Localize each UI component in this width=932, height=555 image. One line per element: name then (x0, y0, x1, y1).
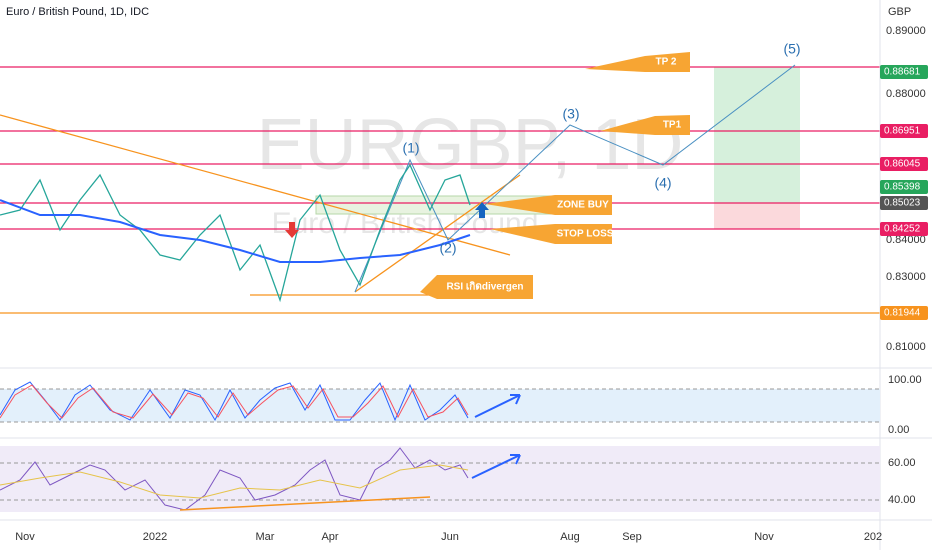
levels (0, 66, 880, 314)
price-tag-bg (880, 157, 928, 171)
callout-text: RSI เกิดdivergen (446, 281, 523, 293)
callout (585, 52, 690, 72)
price-tag: 0.81944 (880, 306, 928, 320)
profit-zone (714, 67, 800, 203)
price-tag-label: 0.86045 (884, 159, 921, 170)
divergence-line (179, 496, 431, 511)
time-axis-label: 202 (864, 531, 882, 543)
rsi-arrowhead (510, 454, 521, 465)
rsi-arrow (471, 454, 521, 479)
wave-label: (1) (402, 140, 419, 156)
price-tag: 0.86045 (880, 157, 928, 171)
time-axis-label: Apr (321, 531, 338, 543)
price-axis-label: 0.88000 (886, 88, 926, 100)
watermark-symbol: EURGBP, 1D (257, 105, 684, 185)
price-tag-label: 0.85398 (884, 182, 921, 193)
rsi-axis-label: 40.00 (888, 494, 916, 506)
rsi-axis-label: 60.00 (888, 457, 916, 469)
callout (420, 275, 533, 299)
stoch-arrowhead (510, 394, 521, 405)
price-tag-bg (880, 124, 928, 138)
time-axis-label: Jun (441, 531, 459, 543)
wave-labels: (1) (2) (3) (4) (5) (402, 41, 800, 256)
wave-label: (2) (439, 240, 456, 256)
sell-arrow (285, 222, 299, 238)
price-tag-label: 0.88681 (884, 67, 921, 78)
rsi-ma (0, 464, 469, 499)
price-tag: 0.86951 (880, 124, 928, 138)
price-tag: 0.84252 (880, 222, 928, 236)
price-tag-bg (880, 222, 928, 236)
wave-path (354, 64, 796, 293)
time-axis-label: 2022 (143, 531, 167, 543)
buy-arrow (475, 202, 489, 218)
price-axis-label: 0.89000 (886, 25, 926, 37)
callout (490, 224, 612, 244)
price-axis-label: 0.84000 (886, 234, 926, 246)
callout (600, 115, 690, 135)
chart-header: Euro / British Pound, 1D, IDC (6, 6, 149, 18)
price-tag-bg (880, 180, 928, 194)
rsi-band (0, 446, 880, 512)
callout-text: STOP LOSS (557, 229, 614, 240)
trendline (354, 174, 521, 293)
wave-label: (4) (654, 175, 671, 191)
price-tag-label: 0.84252 (884, 224, 921, 235)
time-axis-label: Sep (622, 531, 642, 543)
price-line (0, 163, 471, 303)
price-axis-label: 0.83000 (886, 271, 926, 283)
moving-average (0, 199, 471, 263)
time-axis-label: Mar (256, 531, 275, 543)
wave-label: (3) (562, 106, 579, 122)
price-tag: 0.88681 (880, 65, 928, 79)
stoch-d (0, 384, 469, 419)
stoch-arrow (474, 394, 521, 418)
time-axis-label: Aug (560, 531, 580, 543)
callout-text: TP1 (663, 120, 682, 131)
price-tag-label: 0.86951 (884, 126, 921, 137)
stoch-k (0, 381, 469, 422)
callout (485, 195, 612, 215)
rsi-line (0, 447, 469, 511)
loss-zone (714, 203, 800, 229)
price-tag-label: 0.85023 (884, 198, 921, 209)
time-axis-label: Nov (15, 531, 35, 543)
price-axis-label: 0.81000 (886, 341, 926, 353)
price-tag-bg (880, 196, 928, 210)
stoch-axis-label: 0.00 (888, 424, 909, 436)
callout-text: ZONE BUY (557, 200, 609, 211)
price-tag-label: 0.81944 (884, 308, 921, 319)
stoch-axis-label: 100.00 (888, 374, 922, 386)
time-axis-label: Nov (754, 531, 774, 543)
callout-text: TP 2 (656, 57, 677, 68)
price-tag: 0.85398 (880, 180, 928, 194)
price-tag-bg (880, 65, 928, 79)
price-tag: 0.85023 (880, 196, 928, 210)
wave-label: (5) (783, 41, 800, 57)
trendline (0, 114, 511, 256)
price-tag-bg (880, 306, 928, 320)
axis-currency: GBP (888, 6, 911, 18)
